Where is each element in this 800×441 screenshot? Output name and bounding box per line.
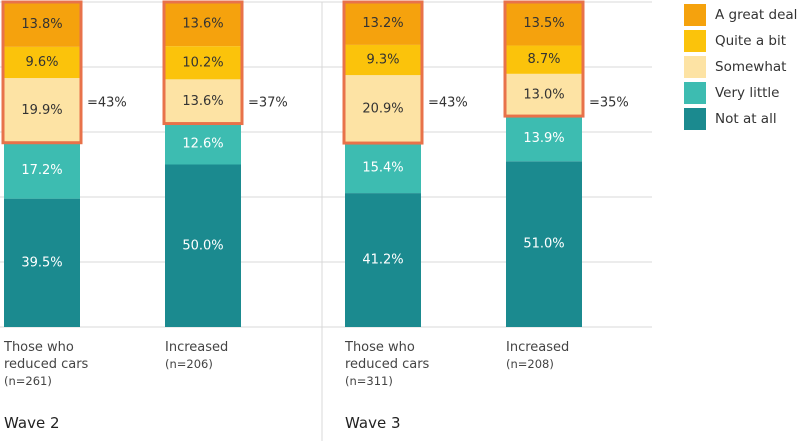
value-label: 15.4% [362, 161, 403, 176]
value-label: 13.6% [182, 17, 223, 32]
category-sample-size: (n=208) [506, 357, 554, 371]
bar-segment [4, 46, 80, 79]
value-label: 10.2% [182, 55, 223, 70]
highlight-boxes: =43% =37% =43% =35% [1, 0, 629, 145]
bar-segment [506, 73, 582, 117]
value-label: 13.0% [523, 87, 564, 102]
category-line-2: reduced cars [345, 357, 430, 372]
bar-segment [4, 198, 80, 327]
legend-swatch [684, 82, 706, 104]
value-label: 17.2% [21, 163, 62, 178]
highlight-box [1, 0, 83, 145]
bar-segment [506, 116, 582, 162]
category-line-1: Those who [345, 340, 415, 355]
category-label-wave2-increased: Increased (n=206) [165, 339, 228, 373]
legend-item-very-little: Very little [684, 80, 797, 106]
bars [4, 1, 582, 327]
category-label-wave3-reduced: Those who reduced cars (n=311) [345, 339, 429, 390]
value-label: 9.6% [25, 55, 58, 70]
legend-swatch [684, 30, 706, 52]
category-line-1: Those who [4, 340, 74, 355]
legend-item-not-at-all: Not at all [684, 106, 797, 132]
value-label: 13.5% [523, 16, 564, 31]
highlight-total-label: =43% [87, 96, 127, 111]
bar-segment [345, 193, 421, 327]
value-label: 50.0% [182, 238, 223, 253]
category-sample-size: (n=206) [165, 357, 213, 371]
bar-segment [345, 143, 421, 194]
highlight-box [503, 0, 585, 118]
value-label: 12.6% [182, 137, 223, 152]
category-sample-size: (n=261) [4, 374, 52, 388]
bar-segment [506, 161, 582, 327]
legend-swatch [684, 4, 706, 26]
legend-label: Quite a bit [715, 33, 787, 49]
highlight-total-label: =43% [428, 96, 468, 111]
gridlines [0, 1, 652, 441]
bar-segment [345, 2, 421, 45]
category-label-wave3-increased: Increased (n=208) [506, 339, 569, 373]
legend-swatch [684, 56, 706, 78]
group-label-wave2: Wave 2 [4, 414, 60, 432]
legend-item-a-great-deal: A great deal [684, 2, 797, 28]
highlight-total-label: =37% [248, 96, 288, 111]
bar-segment [345, 44, 421, 76]
value-label: 13.9% [523, 131, 564, 146]
category-line-2: reduced cars [4, 357, 89, 372]
bar-segment [165, 2, 241, 47]
value-label: 39.5% [21, 255, 62, 270]
legend-item-somewhat: Somewhat [684, 54, 797, 80]
bar-segment [4, 2, 80, 47]
category-line-1: Increased [506, 340, 570, 355]
bar-segment [345, 75, 421, 144]
value-label: 13.6% [182, 94, 223, 109]
value-label: 20.9% [362, 102, 403, 117]
value-label: 13.8% [21, 17, 62, 32]
category-line-1: Increased [165, 340, 229, 355]
legend-item-quite-a-bit: Quite a bit [684, 28, 797, 54]
legend-label: Not at all [715, 111, 777, 127]
bar-segment [165, 79, 241, 124]
category-label-wave2-reduced: Those who reduced cars (n=261) [4, 339, 88, 390]
value-label: 9.3% [366, 53, 399, 68]
bar-segment [506, 1, 582, 46]
value-label: 51.0% [523, 237, 564, 252]
legend-label: Somewhat [715, 59, 787, 75]
value-label: 19.9% [21, 103, 62, 118]
value-label: 41.2% [362, 253, 403, 268]
category-sample-size: (n=311) [345, 374, 393, 388]
highlight-box [342, 0, 424, 145]
group-label-wave3: Wave 3 [345, 414, 401, 432]
value-labels: 39.5% 17.2% 19.9% 9.6% 13.8% 50.0% 12.6% 13.6% 1… [21, 16, 564, 270]
bar-segment [506, 45, 582, 74]
legend-label: A great deal [715, 7, 798, 23]
value-label: 8.7% [527, 52, 560, 67]
legend: A great deal Quite a bit Somewhat Very l… [684, 2, 797, 132]
highlight-box [162, 0, 244, 126]
bar-segment [4, 78, 80, 143]
highlight-total-label: =35% [589, 96, 629, 111]
bar-segment [165, 164, 241, 327]
bar-segment [4, 142, 80, 199]
bar-segment [165, 123, 241, 165]
bar-segment [165, 46, 241, 80]
legend-label: Very little [715, 85, 780, 101]
legend-swatch [684, 108, 706, 130]
value-label: 13.2% [362, 16, 403, 31]
